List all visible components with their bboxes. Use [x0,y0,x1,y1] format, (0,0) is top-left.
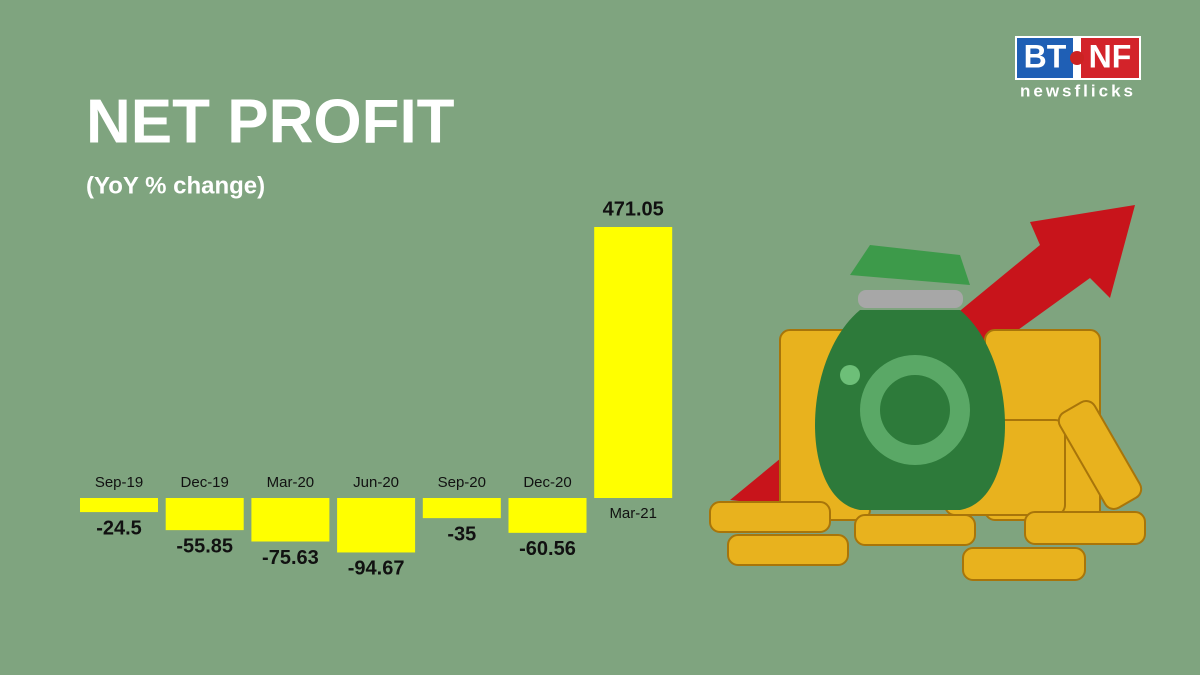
rupee-symbol [880,375,950,445]
category-label: Sep-20 [438,474,486,491]
bar [80,498,158,513]
logo-right: NF [1089,38,1132,74]
value-label: -94.67 [348,558,405,580]
logo-left-bg [1017,38,1073,78]
logo-left: BT [1024,38,1067,74]
bar [165,498,244,531]
coin [962,547,1086,581]
bag-tie [858,290,963,308]
chart-subtitle: (YoY % change) [86,172,265,199]
logo-right-bg [1081,38,1139,78]
category-label: Jun-20 [353,474,399,491]
value-label: -35 [447,523,476,545]
bar [594,227,673,498]
category-label: Dec-19 [181,474,229,491]
value-label: -75.63 [262,547,319,569]
coin [1024,511,1146,545]
highlight [840,365,860,385]
bar [508,498,587,533]
bar [337,498,416,553]
category-label: Sep-19 [95,474,143,491]
coin [709,501,831,533]
bag-top [850,245,970,285]
logo: BT NF newsflicks [1015,36,1141,100]
coin [1057,400,1143,510]
value-label: -60.56 [519,538,576,560]
bar [422,498,501,519]
category-label: Mar-21 [609,505,657,522]
logo-tagline: newsflicks [1020,81,1136,100]
coin [727,534,849,566]
category-label: Dec-20 [523,474,571,491]
chart-title: NET PROFIT [86,87,455,156]
coin [854,514,976,546]
logo-dot [1070,51,1084,65]
value-label: -24.5 [96,517,142,539]
bar [251,498,330,542]
value-label: -55.85 [176,535,233,557]
category-label: Mar-20 [267,474,315,491]
value-label: 471.05 [603,198,664,220]
illustration [709,205,1146,581]
